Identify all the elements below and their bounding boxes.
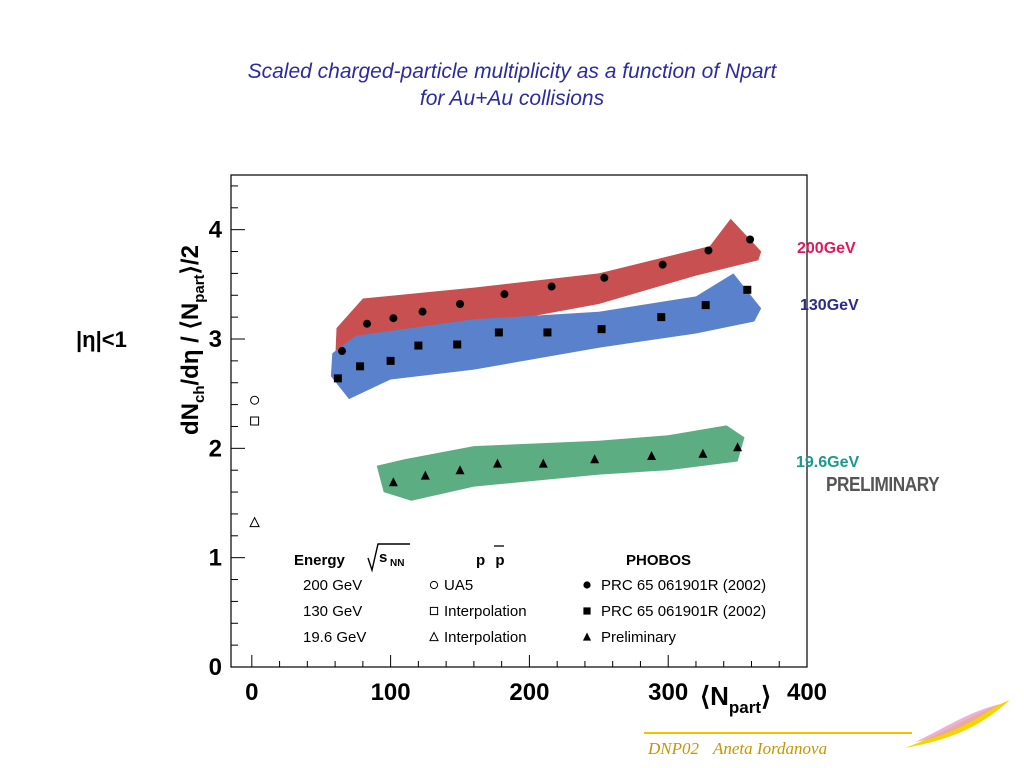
legend-phobos-label: Preliminary	[601, 629, 677, 646]
legend-pp-label: Interpolation	[444, 629, 527, 646]
title-line-1: Scaled charged-particle multiplicity as …	[247, 60, 777, 83]
data-point	[418, 307, 427, 316]
energy-label-19: 19.6GeV	[796, 454, 859, 471]
data-point	[388, 477, 398, 487]
legend-phobos-marker	[582, 632, 592, 641]
footer-author: Aneta Iordanova	[713, 739, 828, 758]
svg-text:s: s	[379, 549, 387, 566]
data-point	[249, 516, 260, 528]
data-point	[494, 328, 503, 337]
data-point	[420, 470, 430, 480]
data-point	[386, 356, 395, 365]
plot-frame	[230, 174, 808, 668]
y-tick-label: 4	[209, 217, 223, 244]
y-tick-label: 2	[209, 435, 222, 462]
chart-marks	[249, 235, 755, 528]
x-tick-label: 0	[245, 679, 258, 706]
data-point	[414, 341, 423, 350]
footer-line	[644, 732, 912, 734]
legend-energy: 200 GeV	[303, 577, 362, 594]
x-tick-label: 200	[509, 679, 549, 706]
data-point	[647, 450, 657, 460]
data-point	[597, 325, 606, 334]
data-point	[590, 454, 600, 464]
y-tick-label: 1	[209, 545, 222, 572]
title-line-2: for Au+Au collisions	[419, 87, 605, 110]
data-point	[455, 465, 465, 475]
preliminary-label: PRELIMINARY	[826, 474, 940, 496]
data-point	[543, 328, 552, 337]
systematic-band-3	[376, 425, 745, 501]
legend-header-phobos: PHOBOS	[626, 552, 691, 569]
y-tick-label: 3	[209, 326, 222, 353]
data-point	[704, 246, 713, 255]
x-tick-label: 400	[787, 679, 827, 706]
svg-text:p p: p p	[476, 552, 508, 569]
x-tick-label: 100	[371, 679, 411, 706]
data-point	[658, 260, 667, 269]
y-axis-label: dNch/dη / ⟨Npart⟩/2	[177, 245, 208, 435]
energy-label-130: 130GeV	[800, 297, 859, 314]
eta-cut-label: |η|<1	[76, 327, 127, 352]
data-point	[453, 340, 462, 349]
legend-phobos-label: PRC 65 061901R (2002)	[601, 603, 766, 620]
legend-pp-label: Interpolation	[444, 603, 527, 620]
x-tick-label: 300	[648, 679, 688, 706]
data-point	[500, 290, 509, 299]
data-point	[698, 448, 708, 458]
data-point	[657, 313, 666, 322]
legend-pp-marker	[429, 580, 439, 590]
data-point	[743, 285, 752, 294]
legend-phobos-marker	[583, 581, 591, 589]
legend-phobos-label: PRC 65 061901R (2002)	[601, 577, 766, 594]
data-point	[538, 458, 548, 468]
legend-energy: 19.6 GeV	[303, 629, 366, 646]
data-point	[456, 300, 465, 309]
data-point	[492, 458, 502, 468]
legend-header-sqrt: s NN	[367, 543, 410, 573]
data-point	[356, 362, 365, 371]
chart-ticks: 0 100 200 300 400 0 1 2 3 4	[209, 185, 827, 706]
legend-pp-label: UA5	[444, 577, 473, 594]
data-point	[547, 282, 556, 291]
legend-energy: 130 GeV	[303, 603, 362, 620]
data-point	[363, 319, 372, 328]
footer-swoosh	[905, 700, 1010, 748]
data-point	[250, 416, 260, 426]
data-point	[338, 347, 347, 356]
svg-text:NN: NN	[390, 558, 404, 569]
data-point	[250, 395, 260, 405]
chart-bands	[330, 218, 762, 501]
data-point	[333, 374, 342, 383]
legend-pp-marker	[429, 631, 439, 642]
footer: DNP02 Aneta Iordanova	[648, 739, 841, 759]
data-point	[389, 314, 398, 323]
legend-phobos-marker	[583, 607, 591, 615]
chart-legend: Energy s NN p p PHOBOS 200 GeV UA5 PRC 65 …	[294, 543, 766, 646]
legend-header-pp: p p	[476, 545, 508, 569]
data-point	[733, 442, 743, 452]
x-axis-label: ⟨Npart⟩	[700, 681, 771, 717]
footer-event: DNP02	[648, 739, 699, 758]
y-tick-label: 0	[209, 654, 222, 681]
data-point	[701, 301, 710, 310]
data-point	[600, 273, 609, 282]
energy-label-200: 200GeV	[797, 240, 856, 257]
slide-title: Scaled charged-particle multiplicity as …	[0, 58, 1024, 112]
legend-header-energy: Energy	[294, 552, 346, 569]
data-point	[746, 235, 755, 244]
legend-pp-marker	[429, 606, 439, 616]
